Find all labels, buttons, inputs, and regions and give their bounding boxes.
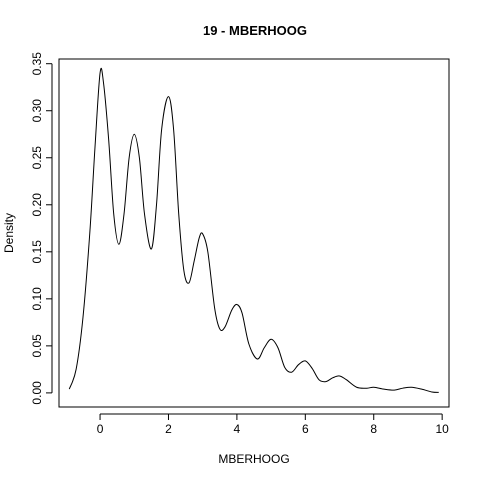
- x-tick-label: 2: [165, 422, 172, 436]
- density-line: [68, 67, 439, 393]
- y-tick-label: 0.25: [30, 146, 44, 170]
- x-tick-label: 4: [234, 422, 241, 436]
- y-tick-label: 0.10: [30, 287, 44, 311]
- x-axis: 0 2 4 6 8 10: [97, 413, 449, 436]
- plot-frame: [58, 58, 450, 408]
- x-tick-label: 8: [370, 422, 377, 436]
- y-axis: 0.00 0.05 0.10 0.15 0.20 0.25 0.30 0.35: [30, 52, 53, 405]
- y-axis-label: Density: [2, 213, 16, 253]
- x-tick-label: 0: [97, 422, 104, 436]
- y-tick-label: 0.15: [30, 240, 44, 264]
- y-tick-label: 0.00: [30, 381, 44, 405]
- y-tick-label: 0.35: [30, 52, 44, 76]
- y-tick-label: 0.20: [30, 193, 44, 217]
- chart-title: 19 - MBERHOOG: [203, 23, 307, 38]
- x-tick-label: 6: [302, 422, 309, 436]
- y-tick-label: 0.05: [30, 334, 44, 358]
- x-tick-label: 10: [435, 422, 449, 436]
- y-tick-label: 0.30: [30, 99, 44, 123]
- x-axis-label: MBERHOOG: [218, 452, 289, 466]
